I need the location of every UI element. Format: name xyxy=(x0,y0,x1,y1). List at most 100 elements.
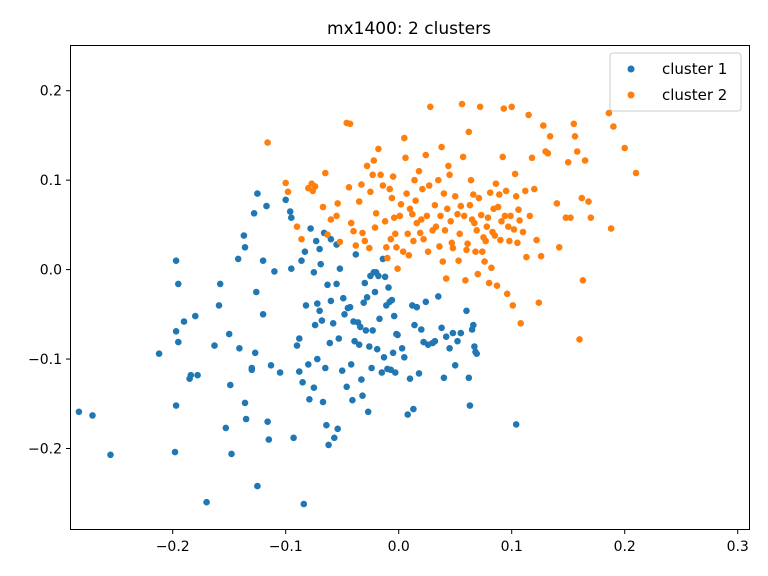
point-cluster-2-72 xyxy=(431,201,439,209)
point-cluster-2-126 xyxy=(496,191,503,198)
point-cluster-1-88 xyxy=(341,311,348,318)
point-cluster-2-19 xyxy=(347,219,355,227)
point-cluster-1-82 xyxy=(333,280,340,288)
point-cluster-2-138 xyxy=(509,302,517,309)
point-cluster-2-11 xyxy=(324,231,331,238)
point-cluster-2-178 xyxy=(632,169,640,177)
point-cluster-2-142 xyxy=(514,239,521,247)
point-cluster-2-105 xyxy=(472,248,479,255)
point-cluster-2-127 xyxy=(497,236,504,244)
point-cluster-2-128 xyxy=(498,218,505,225)
point-cluster-1-10 xyxy=(187,371,195,379)
point-cluster-1-33 xyxy=(252,288,260,296)
point-cluster-2-172 xyxy=(585,198,592,205)
point-cluster-2-108 xyxy=(475,194,483,202)
point-cluster-1-37 xyxy=(259,311,267,318)
point-cluster-1-76 xyxy=(326,339,334,347)
point-cluster-2-86 xyxy=(448,239,456,247)
point-cluster-1-156 xyxy=(463,307,470,315)
point-cluster-2-122 xyxy=(491,232,499,239)
point-cluster-1-23 xyxy=(234,255,242,263)
point-cluster-2-110 xyxy=(477,211,485,219)
point-cluster-2-164 xyxy=(567,214,574,221)
point-cluster-2-3 xyxy=(293,223,301,230)
point-cluster-2-137 xyxy=(508,103,515,111)
point-cluster-1-109 xyxy=(368,364,375,372)
point-cluster-1-137 xyxy=(410,405,417,413)
point-cluster-1-50 xyxy=(296,335,303,342)
point-cluster-2-177 xyxy=(621,144,628,152)
point-cluster-1-77 xyxy=(327,235,335,243)
point-cluster-2-82 xyxy=(444,205,451,213)
point-cluster-1-62 xyxy=(311,321,319,329)
point-cluster-1-129 xyxy=(392,369,399,376)
point-cluster-1-153 xyxy=(451,362,459,369)
point-cluster-2-53 xyxy=(404,230,412,238)
point-cluster-2-50 xyxy=(401,134,408,142)
point-cluster-1-56 xyxy=(302,302,310,309)
point-cluster-1-57 xyxy=(305,361,312,368)
point-cluster-1-26 xyxy=(241,244,249,251)
point-cluster-1-147 xyxy=(435,293,442,300)
point-cluster-1-69 xyxy=(318,317,326,324)
point-cluster-1-98 xyxy=(355,341,363,349)
point-cluster-2-33 xyxy=(375,145,382,153)
point-cluster-2-107 xyxy=(474,270,482,278)
point-cluster-2-147 xyxy=(522,187,529,195)
point-cluster-2-23 xyxy=(358,181,365,188)
point-cluster-2-68 xyxy=(424,248,432,255)
point-cluster-2-143 xyxy=(515,206,522,213)
point-cluster-1-14 xyxy=(171,448,179,456)
point-cluster-2-35 xyxy=(379,182,387,189)
point-cluster-1-99 xyxy=(357,323,364,331)
point-cluster-2-170 xyxy=(579,277,587,284)
point-cluster-2-18 xyxy=(346,120,354,128)
point-cluster-1-32 xyxy=(251,349,259,357)
point-cluster-2-67 xyxy=(423,212,431,220)
point-cluster-1-151 xyxy=(446,345,453,352)
point-cluster-1-18 xyxy=(216,280,224,288)
point-cluster-2-95 xyxy=(460,212,468,220)
point-cluster-2-168 xyxy=(576,336,583,343)
point-cluster-1-70 xyxy=(319,398,327,406)
point-cluster-1-54 xyxy=(300,500,308,508)
point-cluster-2-25 xyxy=(361,237,369,245)
point-cluster-2-161 xyxy=(555,244,563,251)
point-cluster-2-98 xyxy=(464,240,471,247)
point-cluster-1-2 xyxy=(107,451,114,459)
point-cluster-1-139 xyxy=(413,303,421,311)
point-cluster-2-14 xyxy=(334,200,342,207)
point-cluster-2-109 xyxy=(476,103,484,111)
point-cluster-2-43 xyxy=(390,214,398,221)
point-cluster-1-91 xyxy=(346,303,354,311)
point-cluster-2-145 xyxy=(517,320,524,327)
point-cluster-1-117 xyxy=(378,369,386,376)
point-cluster-2-173 xyxy=(587,214,595,221)
point-cluster-1-128 xyxy=(390,312,398,320)
point-cluster-1-38 xyxy=(263,202,270,210)
point-cluster-2-134 xyxy=(505,223,512,230)
point-cluster-2-94 xyxy=(459,153,467,161)
point-cluster-2-66 xyxy=(422,151,430,159)
point-cluster-1-89 xyxy=(343,383,351,391)
point-cluster-2-111 xyxy=(479,248,486,255)
point-cluster-2-93 xyxy=(458,100,466,108)
point-cluster-2-12 xyxy=(327,216,335,223)
point-cluster-2-171 xyxy=(581,157,589,164)
point-cluster-2-51 xyxy=(402,154,409,162)
point-cluster-1-67 xyxy=(316,245,323,253)
point-cluster-1-148 xyxy=(438,324,445,332)
point-cluster-1-73 xyxy=(323,421,330,429)
point-cluster-2-125 xyxy=(494,203,502,211)
point-cluster-2-149 xyxy=(525,111,532,119)
point-cluster-1-28 xyxy=(242,415,250,423)
point-cluster-2-32 xyxy=(372,210,380,217)
point-cluster-1-87 xyxy=(340,294,347,302)
point-cluster-1-4 xyxy=(172,257,180,265)
point-cluster-1-92 xyxy=(347,361,355,368)
point-cluster-2-163 xyxy=(564,159,572,166)
point-cluster-1-93 xyxy=(349,396,356,404)
point-cluster-1-141 xyxy=(418,326,425,333)
point-cluster-2-55 xyxy=(406,205,414,213)
